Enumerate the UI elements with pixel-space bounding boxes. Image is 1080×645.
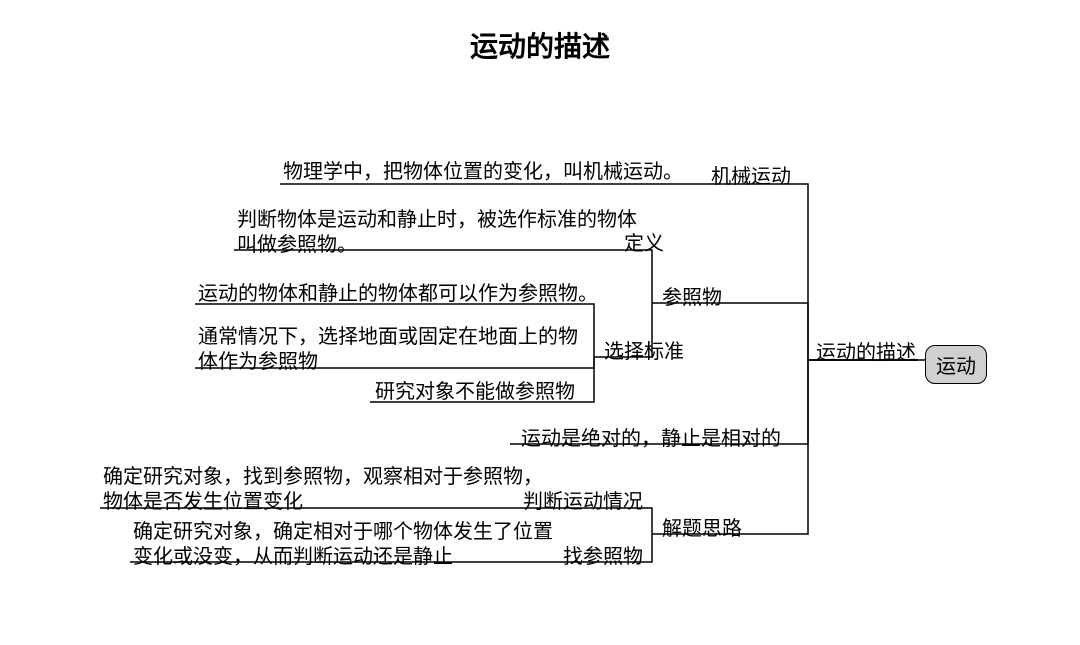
leaf-6: 确定研究对象，确定相对于哪个物体发生了位置变化或没变，从而判断运动还是静止 — [133, 520, 613, 570]
root-node: 运动 — [925, 345, 987, 384]
leaf-3: 通常情况下，选择地面或固定在地面上的物体作为参照物 — [198, 325, 628, 375]
leaf-4: 研究对象不能做参照物 — [375, 380, 615, 405]
leaf-2: 运动的物体和静止的物体都可以作为参照物。 — [198, 282, 628, 307]
leaf-1: 判断物体是运动和静止时，被选作标准的物体叫做参照物。 — [237, 208, 667, 258]
node-mech: 机械运动 — [711, 160, 791, 189]
node-ref: 参照物 — [662, 281, 722, 310]
node-solve: 解题思路 — [662, 512, 742, 541]
leaf-5: 确定研究对象，找到参照物，观察相对于参照物，物体是否发生位置变化 — [103, 465, 583, 515]
node-rel: 运动是绝对的，静止是相对的 — [521, 422, 781, 451]
leaf-0: 物理学中，把物体位置的变化，叫机械运动。 — [283, 160, 703, 185]
root-node-label: 运动 — [936, 356, 976, 378]
level1-label: 运动的描述 — [816, 336, 916, 365]
diagram-title: 运动的描述 — [0, 25, 1080, 65]
